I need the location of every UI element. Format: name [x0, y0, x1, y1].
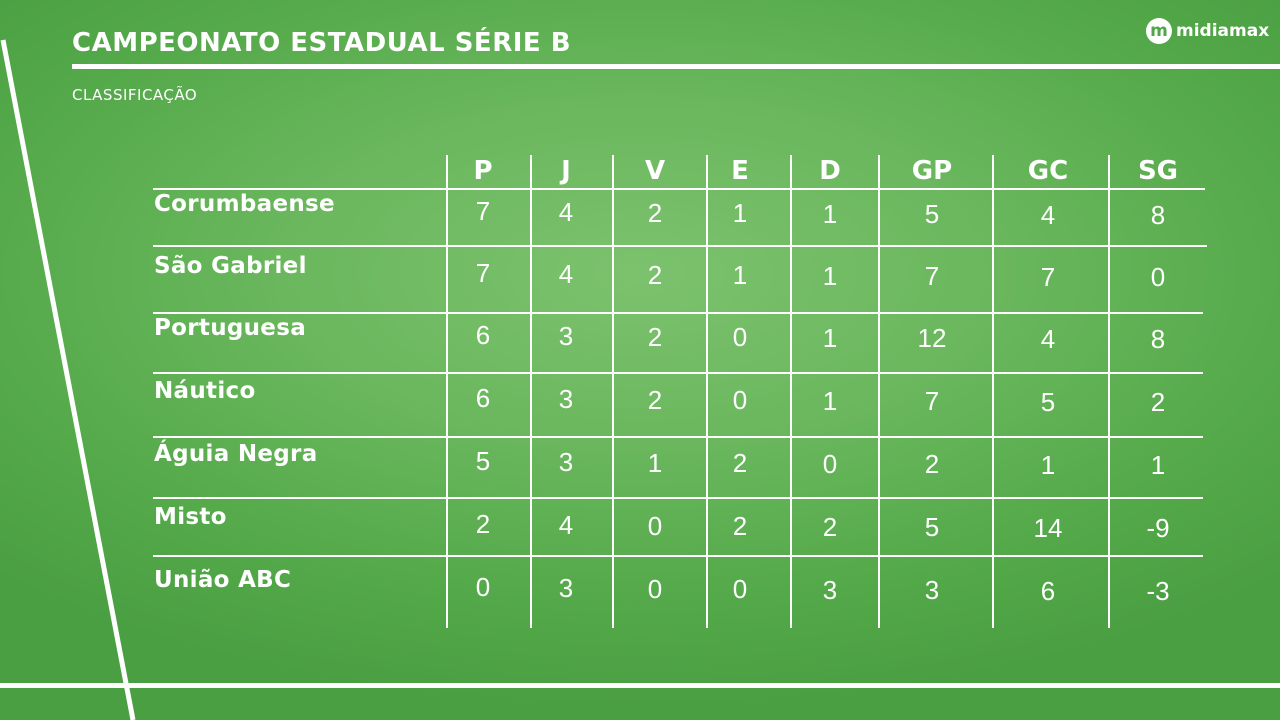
stat-cell-j: 3 — [558, 320, 574, 351]
stat-cell-d: 1 — [822, 385, 838, 416]
stat-cell-gc: 5 — [1040, 386, 1056, 417]
stat-cell-v: 2 — [647, 384, 663, 415]
stat-cell-v: 2 — [647, 259, 663, 290]
column-header-p: P — [473, 156, 493, 186]
logo-icon: m — [1146, 18, 1172, 44]
title-divider — [72, 64, 1280, 69]
row-divider — [153, 188, 1205, 190]
row-divider — [153, 436, 1203, 438]
stat-cell-e: 2 — [732, 511, 748, 542]
column-divider — [878, 155, 880, 628]
stat-cell-sg: 0 — [1150, 262, 1166, 292]
column-divider — [530, 155, 532, 628]
stat-cell-gc: 1 — [1040, 449, 1056, 480]
team-name: Águia Negra — [154, 441, 318, 467]
stat-cell-sg: 1 — [1150, 450, 1166, 480]
column-header-e: E — [731, 156, 749, 186]
stat-cell-v: 0 — [647, 573, 663, 604]
column-header-v: V — [644, 156, 666, 186]
page-title: CAMPEONATO ESTADUAL SÉRIE B — [72, 28, 572, 58]
row-divider — [153, 312, 1203, 314]
stat-cell-p: 6 — [475, 383, 491, 413]
stat-cell-v: 2 — [647, 321, 663, 352]
stat-cell-j: 3 — [558, 383, 574, 414]
stat-cell-gp: 5 — [924, 512, 940, 543]
page-subtitle: CLASSIFICAÇÃO — [72, 86, 198, 104]
column-header-j: J — [561, 156, 571, 186]
stat-cell-sg: 2 — [1150, 387, 1166, 417]
stat-cell-d: 1 — [822, 322, 838, 353]
stat-cell-sg: -9 — [1146, 513, 1170, 543]
stat-cell-v: 2 — [647, 197, 663, 228]
column-header-gp: GP — [911, 156, 953, 186]
stat-cell-gc: 14 — [1033, 512, 1063, 543]
column-divider — [446, 155, 448, 628]
stat-cell-j: 3 — [558, 572, 574, 603]
bottom-divider — [0, 683, 1280, 688]
team-name: Corumbaense — [154, 191, 335, 217]
stat-cell-sg: 8 — [1150, 200, 1166, 230]
column-divider — [992, 155, 994, 628]
row-divider — [153, 555, 1203, 557]
stat-cell-d: 2 — [822, 511, 838, 542]
stat-cell-p: 5 — [475, 446, 491, 476]
team-name: Misto — [154, 504, 227, 530]
stat-cell-e: 1 — [732, 260, 748, 291]
team-name: Portuguesa — [154, 315, 307, 341]
stat-cell-gp: 12 — [917, 323, 947, 354]
stat-cell-gc: 7 — [1040, 261, 1056, 292]
stat-cell-gc: 6 — [1040, 575, 1056, 606]
column-divider — [1108, 155, 1110, 628]
stat-cell-sg: 8 — [1150, 324, 1166, 354]
stat-cell-j: 4 — [558, 509, 574, 540]
column-header-gc: GC — [1027, 156, 1069, 186]
team-name: União ABC — [154, 567, 292, 593]
stat-cell-d: 1 — [822, 260, 838, 291]
stat-cell-gp: 7 — [924, 386, 940, 417]
stat-cell-j: 4 — [558, 196, 574, 227]
stat-cell-e: 1 — [732, 198, 748, 229]
column-divider — [706, 155, 708, 628]
stat-cell-d: 0 — [822, 448, 838, 479]
stat-cell-j: 3 — [558, 446, 574, 477]
stat-cell-gc: 4 — [1040, 323, 1056, 354]
column-header-sg: SG — [1137, 156, 1179, 186]
stat-cell-p: 0 — [475, 572, 491, 602]
brand-logo: m midiamax — [1146, 18, 1269, 44]
team-name: São Gabriel — [154, 253, 307, 279]
stat-cell-d: 3 — [822, 574, 838, 605]
stat-cell-gp: 2 — [924, 449, 940, 480]
stat-cell-p: 7 — [475, 196, 491, 226]
stat-cell-gp: 3 — [924, 575, 940, 606]
row-divider — [153, 372, 1203, 374]
stat-cell-e: 0 — [732, 574, 748, 605]
stat-cell-e: 0 — [732, 322, 748, 353]
stat-cell-e: 0 — [732, 385, 748, 416]
stat-cell-v: 0 — [647, 510, 663, 541]
stat-cell-e: 2 — [732, 448, 748, 479]
logo-text: midiamax — [1176, 21, 1270, 41]
stat-cell-gc: 4 — [1040, 199, 1056, 230]
team-name: Náutico — [154, 378, 256, 404]
row-divider — [153, 245, 1207, 247]
stat-cell-p: 7 — [475, 258, 491, 288]
stat-cell-p: 2 — [475, 509, 491, 539]
row-divider — [153, 497, 1203, 499]
stat-cell-gp: 5 — [924, 199, 940, 230]
stat-cell-v: 1 — [647, 447, 663, 478]
stat-cell-p: 6 — [475, 320, 491, 350]
stat-cell-sg: -3 — [1146, 576, 1170, 606]
stat-cell-j: 4 — [558, 258, 574, 289]
stat-cell-gp: 7 — [924, 261, 940, 292]
column-divider — [612, 155, 614, 628]
stat-cell-d: 1 — [822, 198, 838, 229]
column-divider — [790, 155, 792, 628]
column-header-d: D — [819, 156, 841, 186]
